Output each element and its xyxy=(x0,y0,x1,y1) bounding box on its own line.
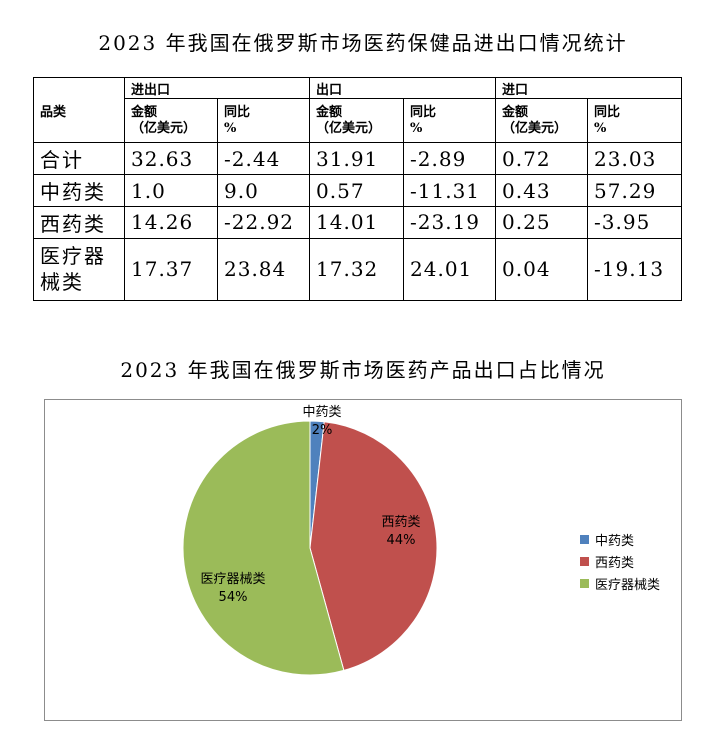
legend-swatch xyxy=(580,556,589,566)
table-cell: 0.43 xyxy=(495,174,589,207)
table-cell: -2.89 xyxy=(403,142,497,176)
row-label: 合计 xyxy=(33,142,125,176)
pie-slice xyxy=(182,420,345,676)
legend-item: 医疗器械类 xyxy=(580,572,660,594)
yoy-header: 同比% xyxy=(216,98,311,144)
table-cell: -19.13 xyxy=(587,237,683,302)
table-cell: 0.57 xyxy=(309,174,405,207)
table-cell: 23.84 xyxy=(216,237,311,302)
pie-slice xyxy=(309,421,438,672)
group-header-import: 进口 xyxy=(495,76,683,100)
chart-legend: 中药类 西药类 医疗器械类 xyxy=(580,528,660,594)
table-title: 2023 年我国在俄罗斯市场医药保健品进出口情况统计 xyxy=(98,31,628,55)
amount-header: 金额 （亿美元） xyxy=(495,98,589,144)
yoy-header: 同比% xyxy=(587,98,683,144)
stats-table: 品类 进出口 出口 进口 金额 （亿美元） 同比% 金额 （亿美元） 同比% 金额（… xyxy=(33,76,683,302)
legend-item: 西药类 xyxy=(580,550,660,572)
slice-category-label: 医疗器械类 xyxy=(200,572,265,587)
table-cell: -11.31 xyxy=(403,174,497,207)
table-row: 中药类 1.0 9.0 0.57 -11.31 0.43 57.29 xyxy=(33,174,683,207)
row-label: 中药类 xyxy=(33,174,125,207)
amount-header: 金额 （亿美元） xyxy=(124,98,218,144)
table-cell: 32.63 xyxy=(124,142,218,176)
table-cell: 0.04 xyxy=(495,237,589,302)
amount-header: 金额 （亿美元） xyxy=(309,98,405,144)
chart-title: 2023 年我国在俄罗斯市场医药产品出口占比情况 xyxy=(120,358,606,382)
table-row: 西药类 14.26 -22.92 14.01 -23.19 0.25 -3.95 xyxy=(33,205,683,239)
pie-chart-area: 中药类 2% 西药类 44% 医疗器械类 54% 中药类 西药类 医疗器械类 xyxy=(44,399,682,721)
slice-category-label: 中药类 xyxy=(302,405,341,420)
table-cell: 1.0 xyxy=(124,174,218,207)
table-cell: 31.91 xyxy=(309,142,405,176)
table-cell: 0.25 xyxy=(495,205,589,239)
table-cell: -2.44 xyxy=(216,142,311,176)
category-header: 品类 xyxy=(33,76,125,144)
table-cell: 17.37 xyxy=(124,237,218,302)
table-cell: 9.0 xyxy=(216,174,311,207)
table-cell: -22.92 xyxy=(216,205,311,239)
table-cell: 14.01 xyxy=(309,205,405,239)
legend-label: 医疗器械类 xyxy=(595,577,661,593)
table-cell: 24.01 xyxy=(403,237,497,302)
legend-label: 西药类 xyxy=(595,555,635,571)
legend-label: 中药类 xyxy=(595,533,635,549)
row-label: 医疗器械类 xyxy=(33,237,125,302)
yoy-header: 同比% xyxy=(403,98,497,144)
pie-chart: 中药类 2% 西药类 44% 医疗器械类 54% xyxy=(182,405,438,676)
table-cell: 0.72 xyxy=(495,142,589,176)
slice-percent-label: 2% xyxy=(312,423,333,438)
table-row: 合计 32.63 -2.44 31.91 -2.89 0.72 23.03 xyxy=(33,142,683,176)
row-label: 西药类 xyxy=(33,205,125,239)
slice-percent-label: 44% xyxy=(387,533,416,548)
table-row: 医疗器械类 17.37 23.84 17.32 24.01 0.04 -19.1… xyxy=(33,237,683,302)
table-cell: -3.95 xyxy=(587,205,683,239)
table-cell: -23.19 xyxy=(403,205,497,239)
legend-swatch xyxy=(580,578,589,588)
legend-swatch xyxy=(580,534,589,544)
table-cell: 14.26 xyxy=(124,205,218,239)
table-cell: 23.03 xyxy=(587,142,683,176)
table-cell: 17.32 xyxy=(309,237,405,302)
group-header-export: 出口 xyxy=(309,76,497,100)
slice-percent-label: 54% xyxy=(219,590,248,605)
legend-item: 中药类 xyxy=(580,528,660,550)
slice-category-label: 西药类 xyxy=(381,515,420,530)
group-header-total: 进出口 xyxy=(123,76,311,100)
table-cell: 57.29 xyxy=(587,174,683,207)
